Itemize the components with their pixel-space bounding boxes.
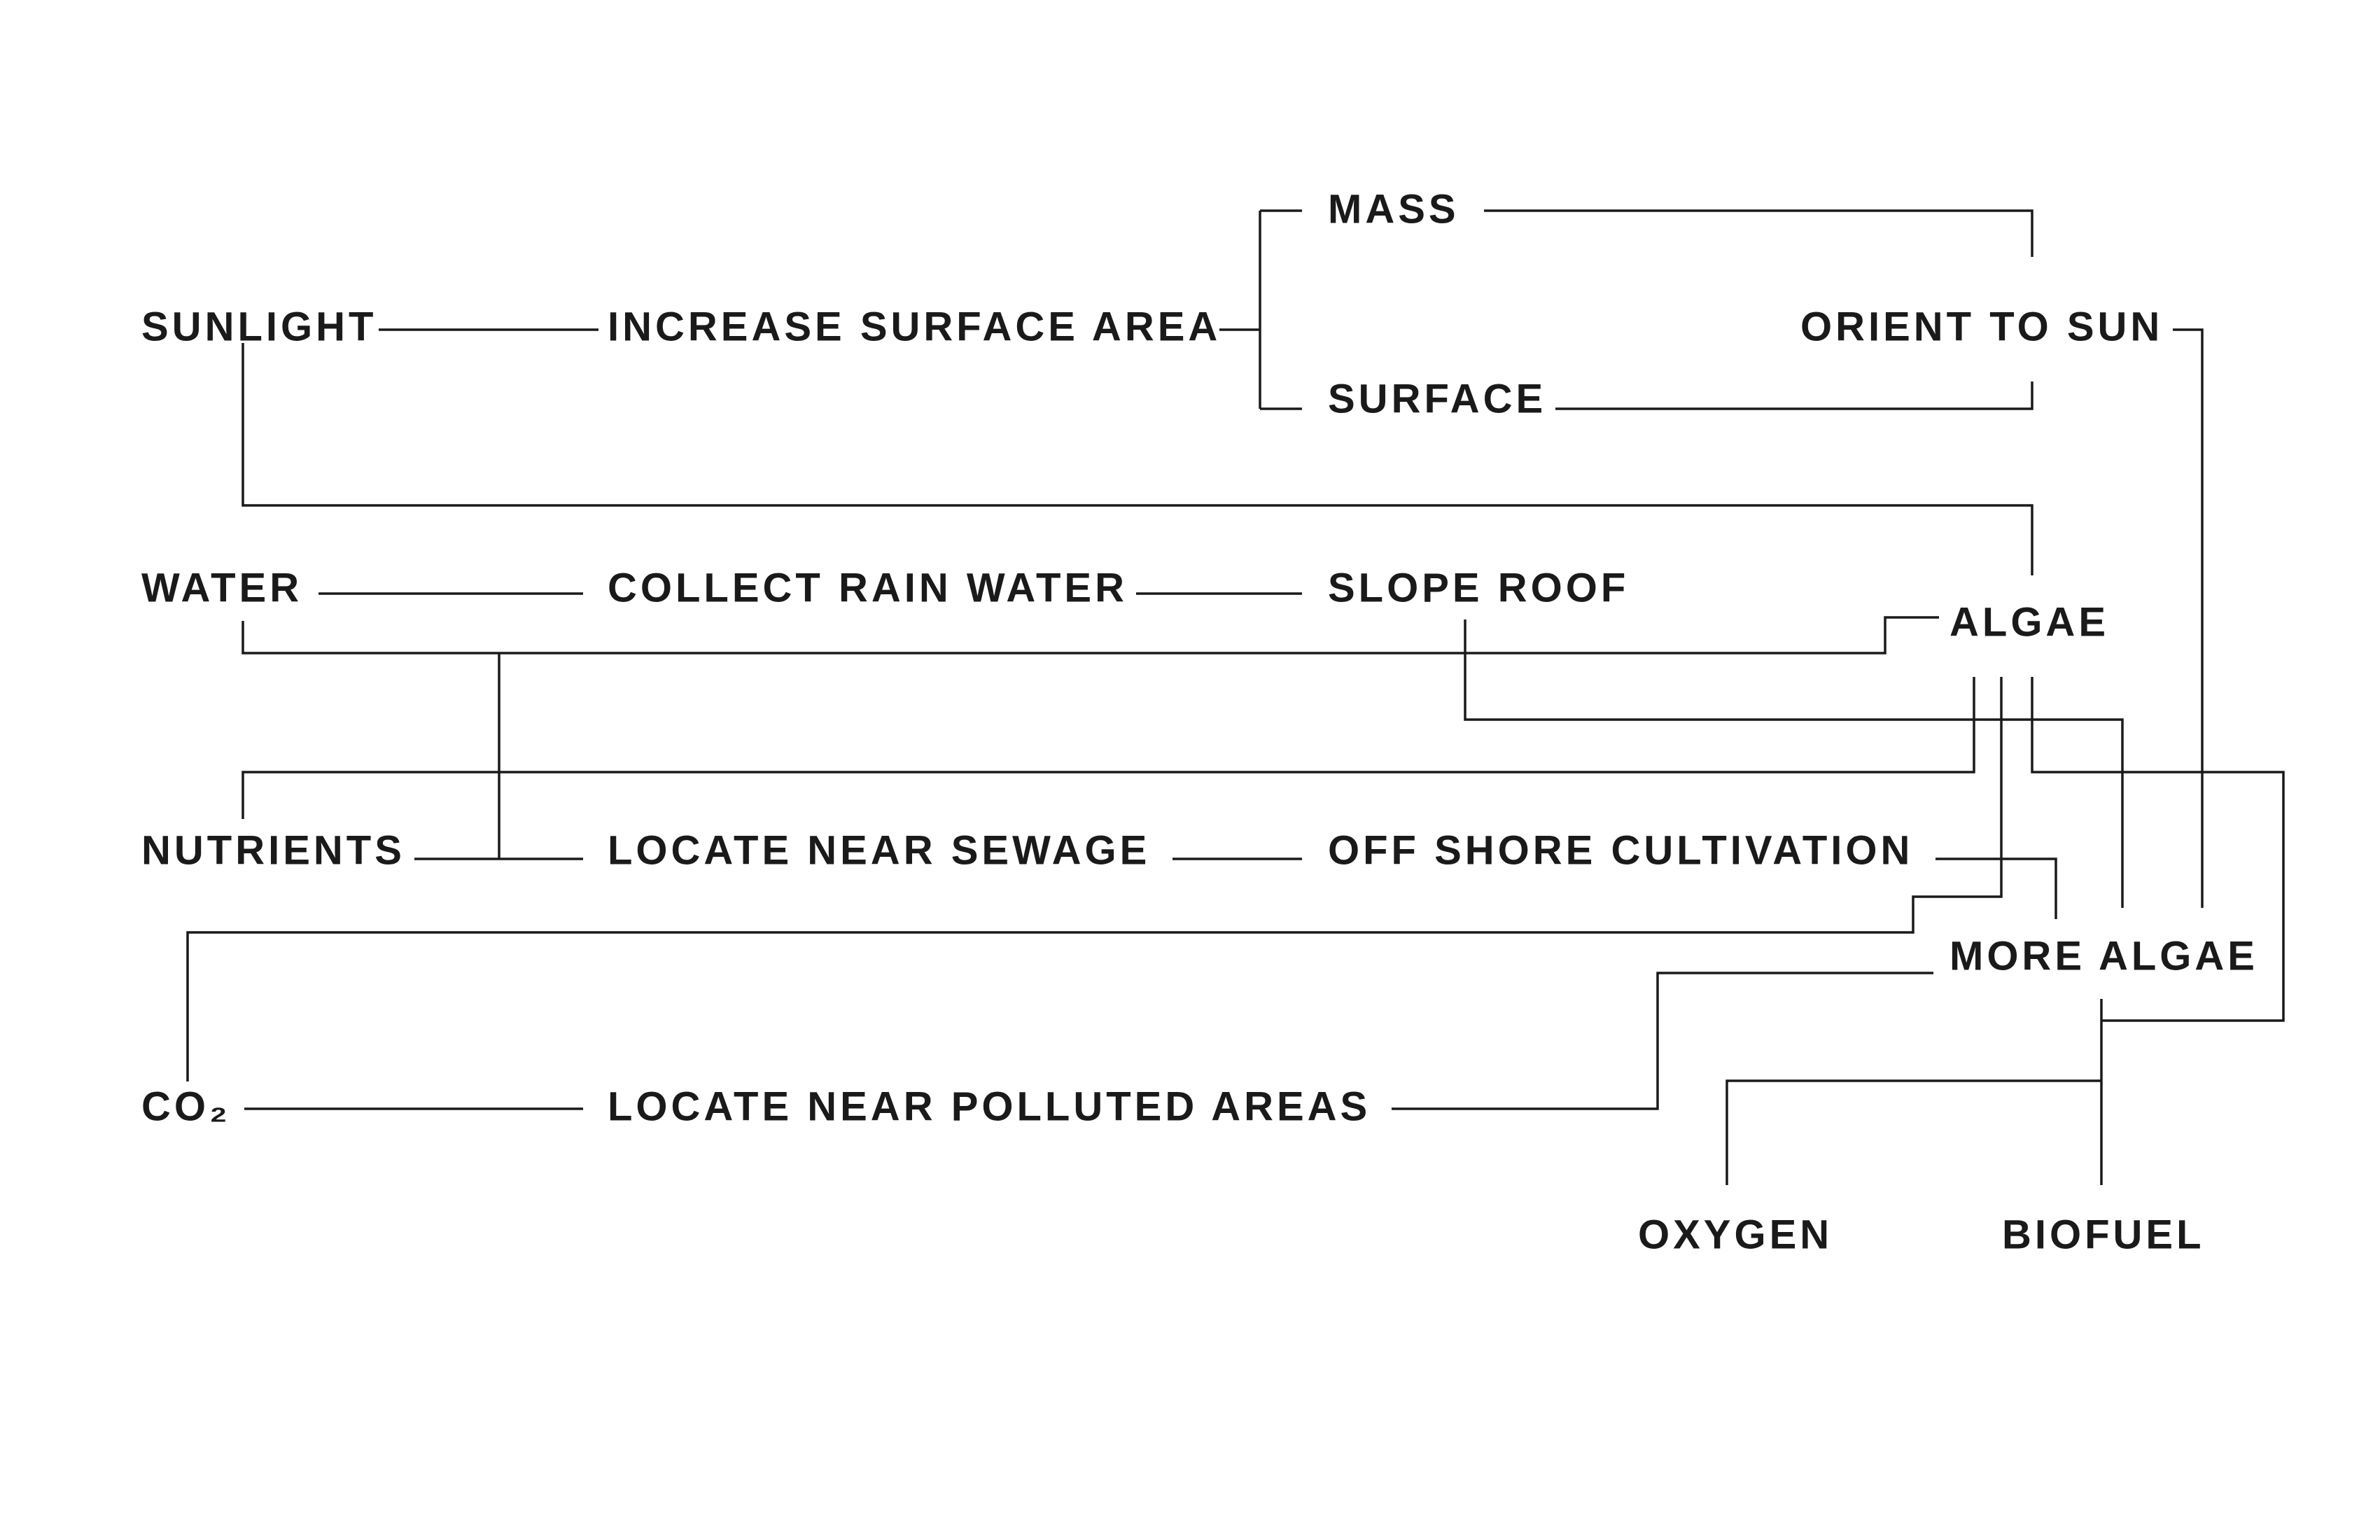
connector-sunlight-algae xyxy=(243,343,2032,575)
node-increase-surface-area: INCREASE SURFACE AREA xyxy=(608,304,1221,349)
node-mass: MASS xyxy=(1328,186,1460,232)
connector-polluted-more-algae xyxy=(1392,973,1933,1109)
node-nutrients: NUTRIENTS xyxy=(141,827,405,873)
connector-orient-more-algae xyxy=(2173,330,2202,908)
node-water: WATER xyxy=(141,565,302,610)
node-biofuel: BIOFUEL xyxy=(2002,1212,2205,1257)
node-surface: SURFACE xyxy=(1328,376,1546,421)
node-oxygen: OXYGEN xyxy=(1638,1212,1833,1257)
node-labels: SUNLIGHT INCREASE SURFACE AREA MASS SURF… xyxy=(141,186,2258,1257)
node-co2: CO₂ xyxy=(141,1084,231,1129)
node-collect-rain-water: COLLECT RAIN WATER xyxy=(608,565,1128,610)
connector-lines xyxy=(188,211,2283,1185)
connector-algae-nutrients xyxy=(243,677,1974,819)
connector-mass-orient xyxy=(1484,211,2032,257)
connector-more-algae-outputs xyxy=(1727,999,2101,1185)
connector-surface-orient xyxy=(1555,382,2032,409)
node-locate-near-sewage: LOCATE NEAR SEWAGE xyxy=(608,827,1150,873)
node-more-algae: MORE ALGAE xyxy=(1949,933,2258,979)
node-slope-roof: SLOPE ROOF xyxy=(1328,565,1629,610)
node-orient-to-sun: ORIENT TO SUN xyxy=(1800,304,2163,349)
node-algae: ALGAE xyxy=(1949,599,2109,645)
connector-water-algae xyxy=(243,617,1939,653)
connector-increase-bracket xyxy=(1219,211,1302,409)
node-off-shore-cultivation: OFF SHORE CULTIVATION xyxy=(1328,827,1913,873)
node-sunlight: SUNLIGHT xyxy=(141,304,377,349)
connector-algae-co2 xyxy=(188,677,2001,1082)
connector-offshore-more-algae xyxy=(1935,859,2056,919)
node-locate-near-polluted-areas: LOCATE NEAR POLLUTED AREAS xyxy=(608,1084,1371,1129)
